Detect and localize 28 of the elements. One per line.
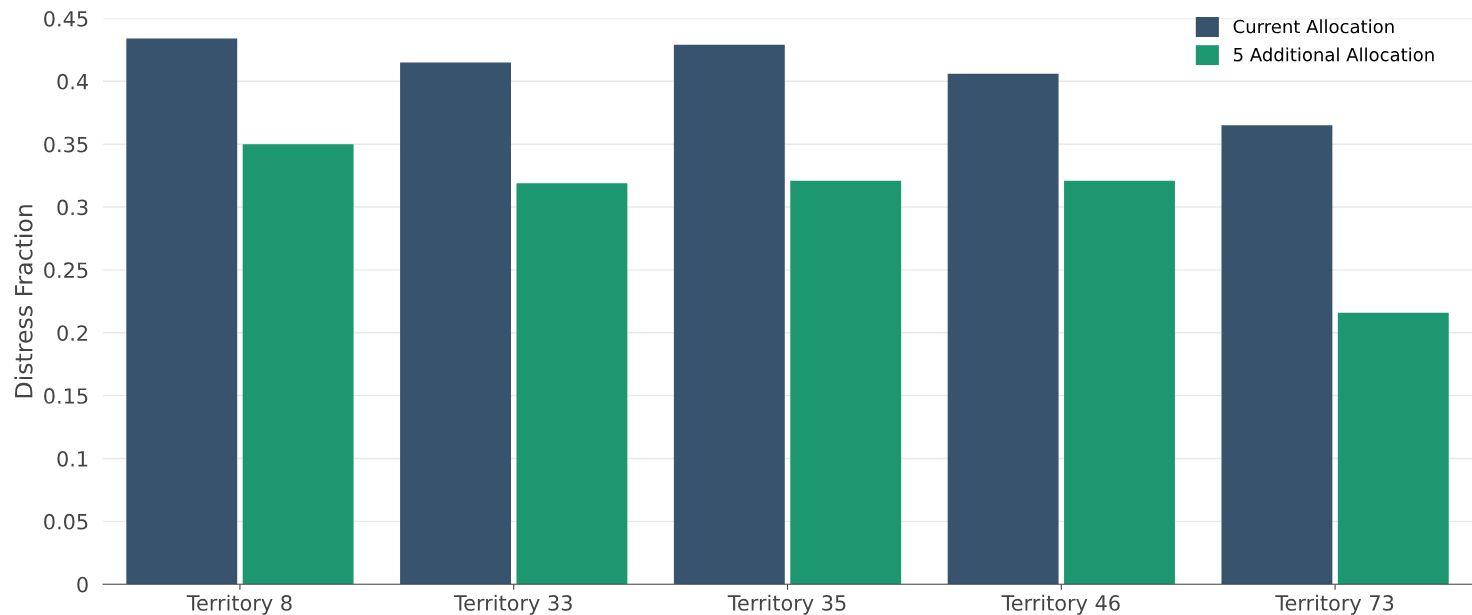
- bar: [1337, 312, 1449, 585]
- y-tick-label: 0.35: [44, 136, 88, 153]
- x-tick-label: Territory 46: [1001, 594, 1120, 615]
- y-tick-label: 0.45: [44, 10, 88, 27]
- y-tick-label: 0.15: [44, 388, 88, 404]
- bar: [673, 44, 785, 585]
- x-tick-label: Territory 73: [1275, 594, 1394, 615]
- y-tick-label: 0.1: [57, 450, 88, 467]
- bar: [516, 183, 628, 585]
- bar: [400, 62, 511, 585]
- y-axis-title: Distress Fraction: [14, 205, 33, 398]
- y-tick-label: 0.2: [57, 325, 88, 341]
- y-tick-label: 0.05: [44, 513, 88, 530]
- bar: [947, 73, 1059, 585]
- x-tick-label: Territory 8: [186, 594, 292, 615]
- y-tick-label: 0.4: [57, 73, 88, 90]
- bar: [790, 180, 902, 585]
- legend-label: Current Allocation: [1233, 19, 1394, 34]
- bar: [1221, 125, 1333, 585]
- bar: [242, 144, 354, 585]
- y-tick-label: 0.3: [57, 199, 88, 216]
- bar: [126, 38, 238, 585]
- bar: [1064, 180, 1175, 585]
- x-tick-label: Territory 33: [453, 594, 572, 615]
- y-tick-label: 0: [77, 576, 88, 593]
- y-tick-label: 0.25: [44, 262, 88, 279]
- x-tick-label: Territory 35: [727, 594, 846, 615]
- legend-label: 5 Additional Allocation: [1233, 47, 1434, 62]
